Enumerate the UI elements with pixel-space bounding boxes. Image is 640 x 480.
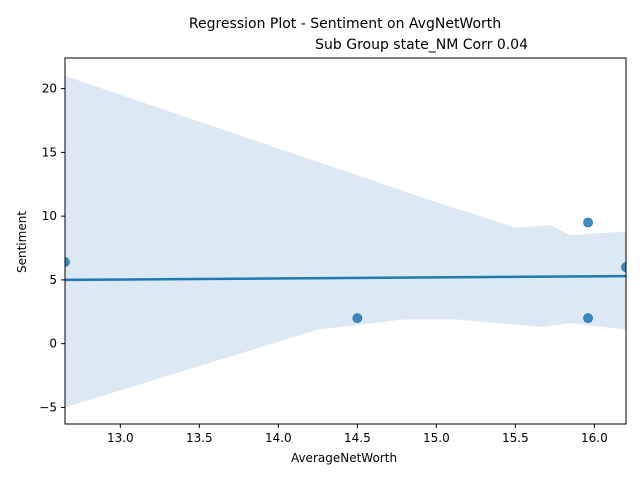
regression-line: [65, 274, 626, 282]
data-point-2: [352, 313, 363, 324]
y-tick-label: −5: [39, 400, 57, 414]
data-point-5: [621, 262, 626, 273]
x-tick-label: 13.0: [107, 431, 134, 445]
y-tick-label: 10: [42, 209, 57, 223]
axes-frame: [64, 57, 627, 425]
y-tick-label: 5: [49, 273, 57, 287]
x-tick-label: 14.5: [344, 431, 371, 445]
x-tick-label: 15.5: [502, 431, 529, 445]
x-tick-label: 14.0: [265, 431, 292, 445]
y-tick-label: 0: [49, 337, 57, 351]
x-axis-title: AverageNetWorth: [291, 451, 397, 465]
x-tick-label: 13.5: [186, 431, 213, 445]
x-tick-label: 16.0: [581, 431, 608, 445]
y-tick-label: 15: [42, 145, 57, 159]
data-point-3: [583, 217, 593, 228]
chart-title-line2: Sub Group state_NM Corr 0.04: [315, 37, 528, 53]
confidence-band: [65, 75, 626, 408]
axes: 13.0 13.5 14.0 14.5 15.0 15.5 16.0 −5 0 5 10 15 20: [39, 57, 627, 445]
x-tick-label: 15.0: [423, 431, 450, 445]
plot-area: [65, 75, 626, 408]
data-point-1: [65, 257, 70, 267]
data-point-4: [583, 313, 593, 324]
y-axis-title: Sentiment: [15, 211, 29, 273]
y-tick-label: 20: [42, 82, 57, 96]
chart-title-line1: Regression Plot - Sentiment on AvgNetWor…: [189, 16, 501, 32]
plot-clip-group: [65, 75, 626, 408]
